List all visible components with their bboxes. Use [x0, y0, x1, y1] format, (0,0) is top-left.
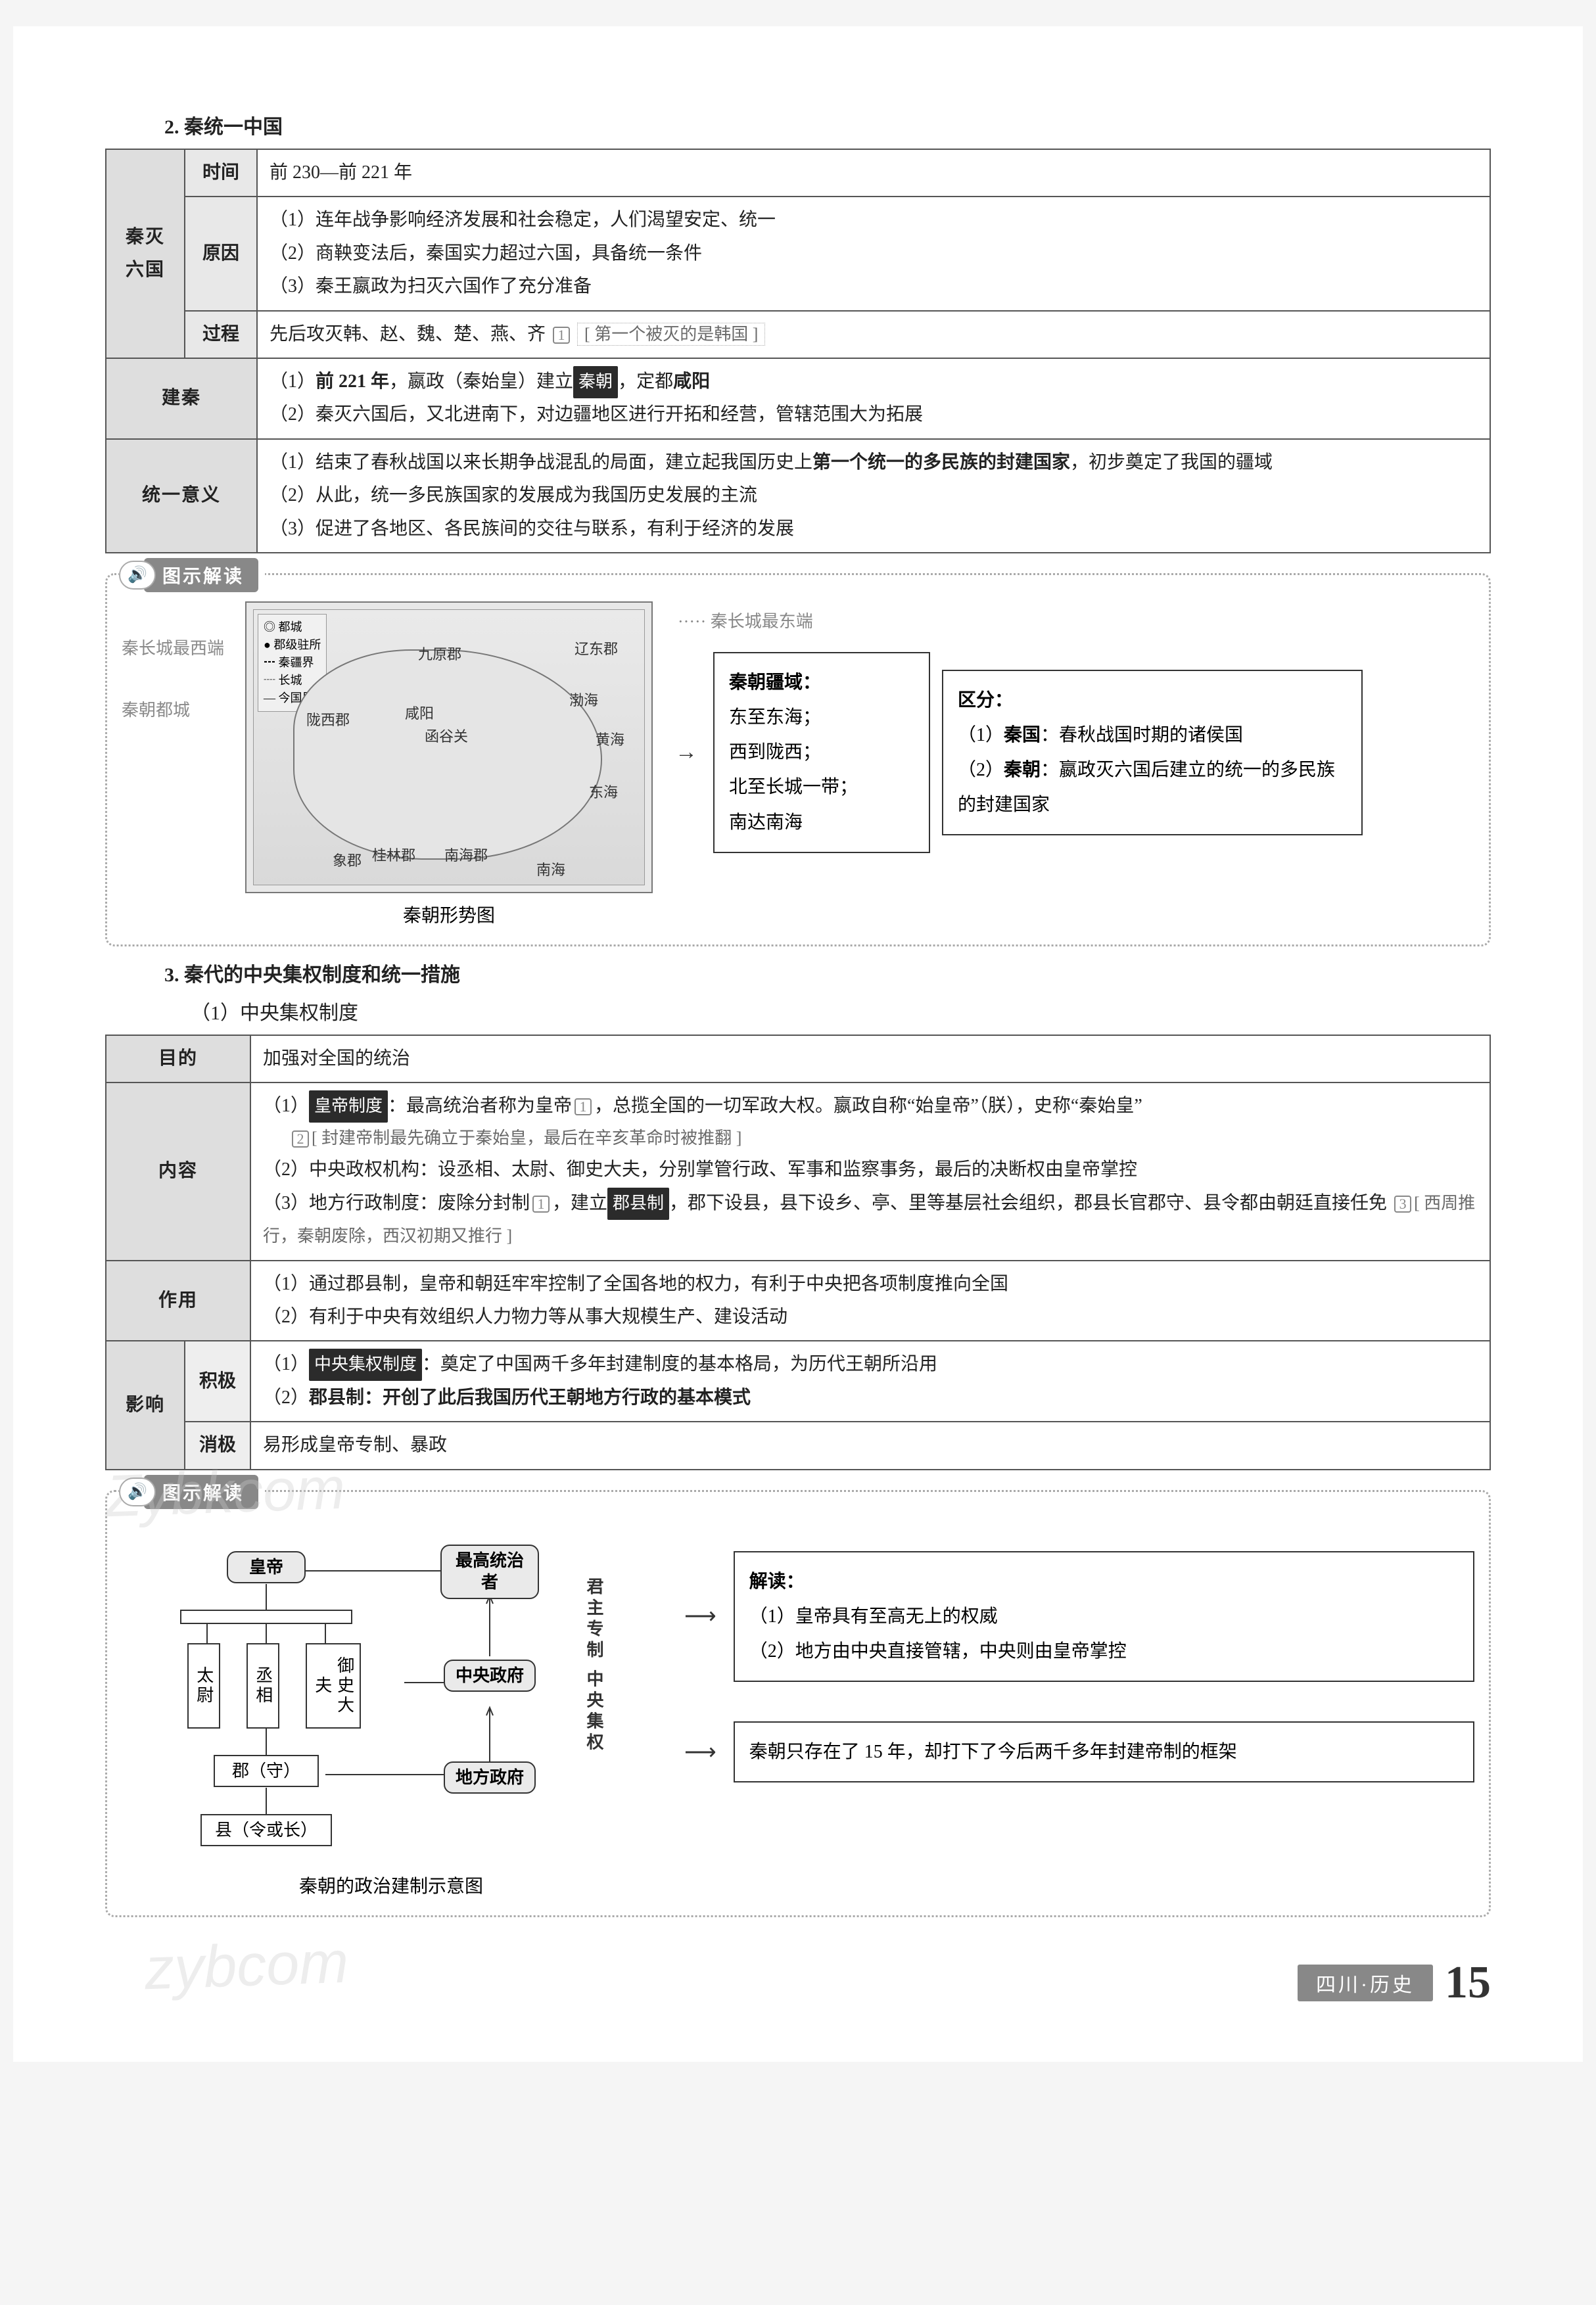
arrow-icon: →	[671, 740, 701, 765]
cell-purpose: 加强对全国的统治	[250, 1035, 1490, 1083]
th-time: 时间	[185, 149, 257, 197]
section-2-title: 2. 秦统一中国	[164, 110, 1491, 139]
gov-chart-caption: 秦朝的政治建制示意图	[122, 1872, 661, 1898]
map-container: ◎ 都城 ● 郡级驻所 ┅ 秦疆界 ┈ 长城 — 今国界 辽东郡 九原郡 陇西郡…	[245, 601, 653, 927]
th-impact: 影响	[106, 1341, 185, 1469]
th-process: 过程	[185, 311, 257, 358]
box-interpret: 解读： （1）皇帝具有至高无上的权威 （2）地方由中央直接管辖，中央则由皇帝掌控	[734, 1551, 1474, 1683]
box-remark: 秦朝只存在了 15 年，却打下了今后两千多年封建帝制的框架	[734, 1721, 1474, 1782]
map-illustration: ◎ 都城 ● 郡级驻所 ┅ 秦疆界 ┈ 长城 — 今国界 辽东郡 九原郡 陇西郡…	[253, 609, 645, 885]
node-central-gov: 中央政府	[444, 1660, 536, 1692]
hl-junxian: 郡县制	[607, 1188, 669, 1220]
th-purpose: 目的	[106, 1035, 250, 1083]
cell-content: （1）皇帝制度：最高统治者称为皇帝1，总揽全国的一切军政大权。嬴政自称“始皇帝”…	[250, 1083, 1490, 1260]
hl-central-power: 中央集权制度	[309, 1349, 422, 1381]
cell-time: 前 230—前 221 年	[257, 149, 1490, 197]
gov-chart: 皇帝 最高统治者 太尉 丞相 御史大夫 中央政府 郡（守） 县（令或长） 地方政…	[122, 1525, 661, 1867]
th-effect: 作用	[106, 1261, 250, 1341]
map-left-annot: 秦长城最西端 秦朝都城	[122, 601, 227, 725]
diagram-header-2: 🔊 图示解读	[119, 1475, 265, 1509]
node-chengxiang: 丞相	[246, 1643, 279, 1729]
footer-label: 四川·历史	[1298, 1965, 1433, 2001]
th-reason: 原因	[185, 197, 257, 310]
cell-process: 先后攻灭韩、赵、魏、楚、燕、齐 1 [ 第一个被灭的是韩国 ]	[257, 311, 1490, 358]
cell-positive: （1）中央集权制度：奠定了中国两千多年封建制度的基本格局，为历代王朝所沿用 （2…	[250, 1341, 1490, 1422]
note-2: 2[ 封建帝制最先确立于秦始皇，最后在辛亥革命时被推翻 ]	[263, 1123, 1478, 1154]
cell-negative: 易形成皇帝专制、暴政	[250, 1422, 1490, 1469]
gov-chart-wrap: 皇帝 最高统治者 太尉 丞相 御史大夫 中央政府 郡（守） 县（令或长） 地方政…	[122, 1525, 661, 1898]
cell-reason: （1）连年战争影响经济发展和社会稳定，人们渴望安定、统一 （2）商鞅变法后，秦国…	[257, 197, 1490, 310]
vert-label: 君主专制 中央集权	[582, 1577, 606, 1754]
node-top-ruler: 最高统治者	[440, 1545, 539, 1600]
page-number: 15	[1445, 1957, 1491, 2009]
diagram-header-1: 🔊 图示解读	[119, 558, 265, 592]
node-local-gov: 地方政府	[444, 1761, 536, 1794]
th-jianqin: 建秦	[106, 358, 257, 439]
cell-effect: （1）通过郡县制，皇帝和朝廷牢牢控制了全国各地的权力，有利于中央把各项制度推向全…	[250, 1261, 1490, 1341]
node-yushi: 御史大夫	[306, 1643, 361, 1729]
page-footer: 四川·历史 15	[105, 1957, 1491, 2009]
map-box: ◎ 都城 ● 郡级驻所 ┅ 秦疆界 ┈ 长城 — 今国界 辽东郡 九原郡 陇西郡…	[245, 601, 653, 893]
node-jun: 郡（守）	[214, 1755, 319, 1788]
node-xian: 县（令或长）	[200, 1814, 332, 1847]
section-3-title: 3. 秦代的中央集权制度和统一措施	[164, 958, 1491, 987]
th-yiyi: 统一意义	[106, 439, 257, 553]
hl-qinchao: 秦朝	[573, 366, 618, 398]
cell-jianqin: （1）前 221 年，嬴政（秦始皇）建立秦朝，定都咸阳 （2）秦灭六国后，又北进…	[257, 358, 1490, 439]
gov-diagram-frame: 🔊 图示解读	[105, 1490, 1491, 1917]
hl-emperor-system: 皇帝制度	[309, 1090, 388, 1123]
note-1: [ 第一个被灭的是韩国 ]	[577, 323, 765, 346]
table-central-power: 目的 加强对全国的统治 内容 （1）皇帝制度：最高统治者称为皇帝1，总揽全国的一…	[105, 1035, 1491, 1470]
audio-icon: 🔊	[119, 561, 156, 590]
arrow-icon: ⟶	[680, 1603, 720, 1629]
box-distinguish: 区分： （1）秦国：春秋战国时期的诸侯国 （2）秦朝：嬴政灭六国后建立的统一的多…	[942, 670, 1363, 836]
audio-icon: 🔊	[119, 1478, 156, 1506]
node-emperor: 皇帝	[227, 1551, 306, 1584]
box-territory: 秦朝疆域： 东至东海； 西到陇西； 北至长城一带； 南达南海	[713, 652, 930, 853]
node-taiwei: 太尉	[187, 1643, 220, 1729]
arrow-icon: ⟶	[680, 1739, 720, 1765]
table-qin-unification: 秦灭六国 时间 前 230—前 221 年 原因 （1）连年战争影响经济发展和社…	[105, 149, 1491, 553]
map-caption: 秦朝形势图	[245, 901, 653, 927]
section-3-sub1: （1）中央集权制度	[191, 996, 1491, 1025]
map-top-annot: ····· 秦长城最东端	[678, 608, 1363, 632]
th-qinmie: 秦灭六国	[106, 149, 185, 358]
th-content: 内容	[106, 1083, 250, 1260]
cell-yiyi: （1）结束了春秋战国以来长期争战混乱的局面，建立起我国历史上第一个统一的多民族的…	[257, 439, 1490, 553]
map-diagram-frame: 🔊 图示解读 秦长城最西端 秦朝都城 ◎ 都城 ● 郡级驻所 ┅ 秦疆界 ┈ 长…	[105, 573, 1491, 946]
th-positive: 积极	[185, 1341, 250, 1422]
th-negative: 消极	[185, 1422, 250, 1469]
note-badge-1: 1	[553, 327, 570, 344]
page: 2. 秦统一中国 秦灭六国 时间 前 230—前 221 年 原因 （1）连年战…	[13, 26, 1583, 2062]
